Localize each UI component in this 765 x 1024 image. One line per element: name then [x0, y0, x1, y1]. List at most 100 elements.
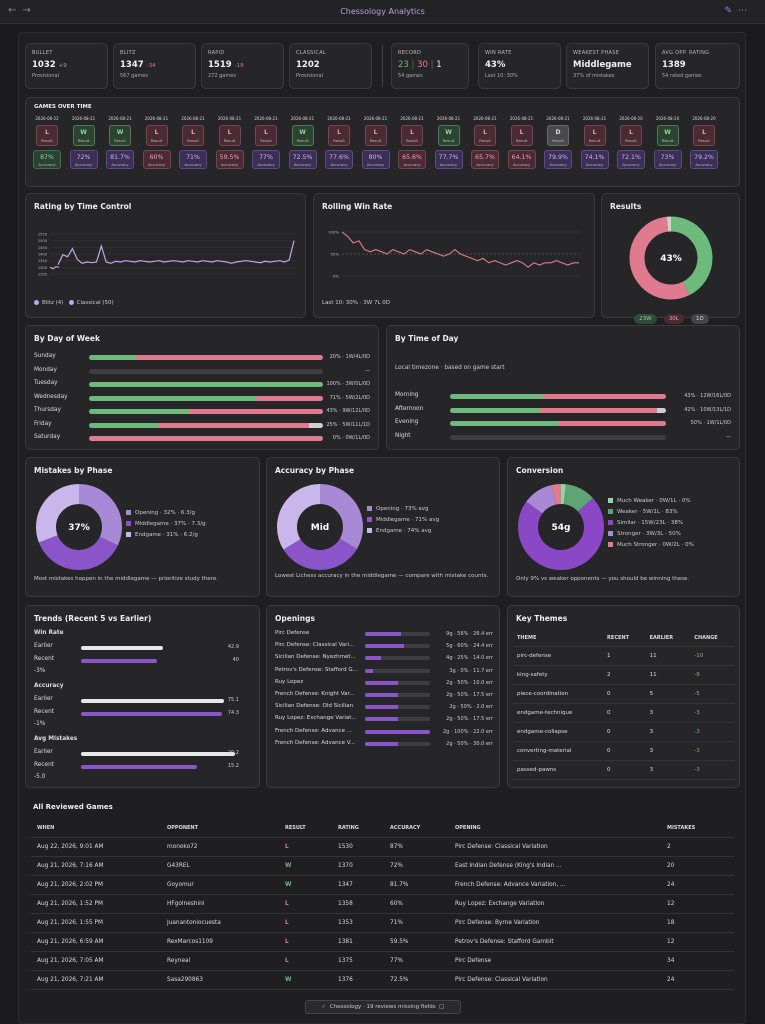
game-result-badge[interactable]: L Result [145, 125, 168, 146]
opening-name[interactable]: French Defense: Advance V... [275, 739, 356, 746]
table-row[interactable]: Aug 21, 2026, 2:02 PM Goyomur W 1347 81.7% Fr… [31, 875, 734, 895]
record-wins: 23 [398, 60, 409, 70]
table-cell: converting-material [513, 741, 604, 761]
opening-name[interactable]: Sicilian Defense: Old Sicilian [275, 703, 354, 710]
legend-swatch [608, 509, 613, 514]
themes-col-header[interactable]: CHANGE [690, 630, 735, 647]
table-cell: W [279, 856, 332, 876]
game-result-sub: Result [698, 138, 710, 143]
games-col-header[interactable]: OPPONENT [161, 819, 279, 838]
table-row[interactable]: converting-material 0 3 -3 [513, 741, 735, 761]
game-column[interactable]: 2026-08-21 L Result 77% Accuracy [249, 116, 283, 169]
game-result-badge[interactable]: L Result [182, 125, 204, 146]
table-row[interactable]: piece-coordination 0 5 -5 [513, 684, 735, 704]
games-col-header[interactable]: RESULT [279, 819, 332, 838]
game-result-badge[interactable]: L Result [218, 125, 241, 146]
game-column[interactable]: 2026-08-21 W Result 81.7% Accuracy [103, 116, 137, 169]
games-col-header[interactable]: RATING [332, 819, 384, 838]
opening-name[interactable]: French Defense: Knight Var... [275, 691, 355, 697]
nav-arrows[interactable]: ←→ [8, 5, 37, 16]
themes-col-header[interactable]: RECENT [603, 630, 646, 647]
table-row[interactable]: Aug 21, 2026, 7:05 AM Reyneal L 1375 77% Pirc… [31, 951, 734, 971]
forward-icon[interactable]: → [22, 5, 37, 16]
opening-name[interactable]: Pirc Defense: Classical Vari... [275, 642, 355, 649]
opening-name[interactable]: French Defense: Advance ... [275, 727, 352, 734]
table-row[interactable]: endgame-technique 0 3 -3 [513, 703, 735, 723]
opening-name[interactable]: Sicilian Defense: Nyezhmet... [275, 654, 356, 661]
trend-bar-recent [81, 711, 223, 716]
game-result-badge[interactable]: L Result [328, 125, 350, 146]
game-column[interactable]: 2026-08-20 W Result 73% Accuracy [651, 116, 685, 169]
status-toast[interactable]: ✓ Chessology · 19 reviews missing fields… [305, 1000, 461, 1014]
game-result-badge[interactable]: L Result [583, 125, 606, 146]
game-result-badge[interactable]: L Result [474, 125, 496, 146]
game-column[interactable]: 2026-08-21 L Result 80% Accuracy [359, 116, 393, 169]
check-icon: ✓ [321, 1004, 327, 1010]
game-column[interactable]: 2026-08-21 L Result 71% Accuracy [176, 116, 210, 169]
table-cell: 3 [645, 703, 691, 723]
back-icon[interactable]: ← [8, 5, 23, 16]
game-column[interactable]: 2026-08-20 L Result 79.2% Accuracy [687, 116, 721, 169]
stat-value: Middlegame [573, 60, 632, 70]
game-column[interactable]: 2026-08-21 L Result 65.7% Accuracy [468, 116, 502, 169]
game-result-badge[interactable]: L Result [364, 125, 387, 146]
opening-name[interactable]: Ruy Lopez: Exchange Variat... [275, 715, 357, 722]
game-result-badge[interactable]: D Result [547, 125, 569, 146]
table-row[interactable]: Aug 21, 2026, 7:16 AM G43REL W 1370 72% East … [31, 856, 734, 876]
games-col-header[interactable]: ACCURACY [384, 819, 449, 838]
game-result-badge[interactable]: L Result [620, 125, 642, 146]
game-column[interactable]: 2026-08-21 L Result 60% Accuracy [140, 116, 174, 169]
game-column[interactable]: 2026-08-21 L Result 59.5% Accuracy [213, 116, 247, 169]
game-result-badge[interactable]: W Result [291, 125, 314, 146]
games-col-header[interactable]: MISTAKES [661, 819, 734, 838]
table-row[interactable]: Aug 21, 2026, 1:52 PM HFgolneshini L 1358 60… [31, 894, 734, 914]
themes-col-header[interactable]: THEME [513, 630, 604, 647]
opening-name[interactable]: Pirc Defense [275, 630, 310, 636]
game-column[interactable]: 2026-08-21 L Result 64.1% Accuracy [505, 116, 539, 169]
game-result-badge[interactable]: L Result [255, 125, 277, 146]
game-column[interactable]: 2026-08-21 W Result 72.5% Accuracy [286, 116, 320, 169]
game-result-badge[interactable]: L Result [36, 125, 58, 146]
folder-icon[interactable]: □ [439, 1004, 445, 1010]
table-row[interactable]: endgame-collapse 0 3 -3 [513, 722, 735, 742]
table-row[interactable]: king-safety 2 11 -9 [513, 665, 735, 685]
game-column[interactable]: 2026-08-21 L Result 65.6% Accuracy [395, 116, 429, 169]
legend-item: Opening · 32% · 6.3/g [126, 508, 206, 519]
themes-col-header[interactable]: EARLIER [645, 630, 691, 647]
table-row[interactable]: Aug 21, 2026, 6:59 AM RexMarcos1109 L 1381 5… [31, 932, 734, 952]
donut-slice [277, 484, 363, 570]
game-column[interactable]: 2026-08-20 L Result 72.1% Accuracy [614, 116, 648, 169]
game-result-badge[interactable]: L Result [510, 125, 533, 146]
game-result-badge[interactable]: W Result [437, 125, 460, 146]
row-label: Tuesday [34, 380, 58, 386]
bar-segment-w [450, 407, 540, 413]
table-cell: Pirc Defense: Classical Variation [449, 970, 661, 990]
more-icon[interactable]: ⋯ [738, 6, 753, 16]
table-cell: Aug 21, 2026, 7:21 AM [31, 970, 161, 990]
game-column[interactable]: 2026-08-21 W Result 72% Accuracy [67, 116, 101, 169]
game-column[interactable]: 2026-08-21 L Result 74.1% Accuracy [578, 116, 612, 169]
opening-name[interactable]: Ruy Lopez [275, 678, 304, 685]
game-result-badge[interactable]: W Result [656, 125, 679, 146]
table-cell: 1 [603, 646, 646, 666]
table-row[interactable]: Aug 21, 2026, 1:55 PM Juanantoniocuesta L 1… [31, 913, 734, 933]
table-row[interactable]: Aug 22, 2026, 9:01 AM monoko72 L 1530 87% Pir… [31, 837, 734, 857]
game-column[interactable]: 2026-08-21 L Result 77.6% Accuracy [322, 116, 356, 169]
game-column[interactable]: 2026-08-21 D Result 79.9% Accuracy [541, 116, 575, 169]
game-column[interactable]: 2026-08-22 L Result 87% Accuracy [30, 116, 64, 169]
edit-icon[interactable]: ✎ [724, 6, 738, 16]
game-result-badge[interactable]: W Result [72, 125, 95, 146]
games-col-header[interactable]: WHEN [31, 819, 161, 838]
game-result-badge[interactable]: W Result [109, 125, 131, 146]
window-title: Chessology Analytics [340, 7, 425, 16]
game-result-badge[interactable]: L Result [401, 125, 423, 146]
table-row[interactable]: passed-pawns 0 3 -3 [513, 760, 735, 780]
game-column[interactable]: 2026-08-21 W Result 77.7% Accuracy [432, 116, 466, 169]
stat-value: 1389 [662, 60, 686, 70]
opening-name[interactable]: Petrov's Defense: Stafford G... [275, 666, 358, 673]
game-result-badge[interactable]: L Result [693, 125, 715, 146]
table-row[interactable]: pirc-defense 1 11 -10 [513, 646, 735, 666]
table-row[interactable]: Aug 21, 2026, 7:21 AM Sasa290863 W 1376 72.5… [31, 970, 734, 990]
game-result-sub: Result [187, 138, 199, 143]
games-col-header[interactable]: OPENING [449, 819, 661, 838]
